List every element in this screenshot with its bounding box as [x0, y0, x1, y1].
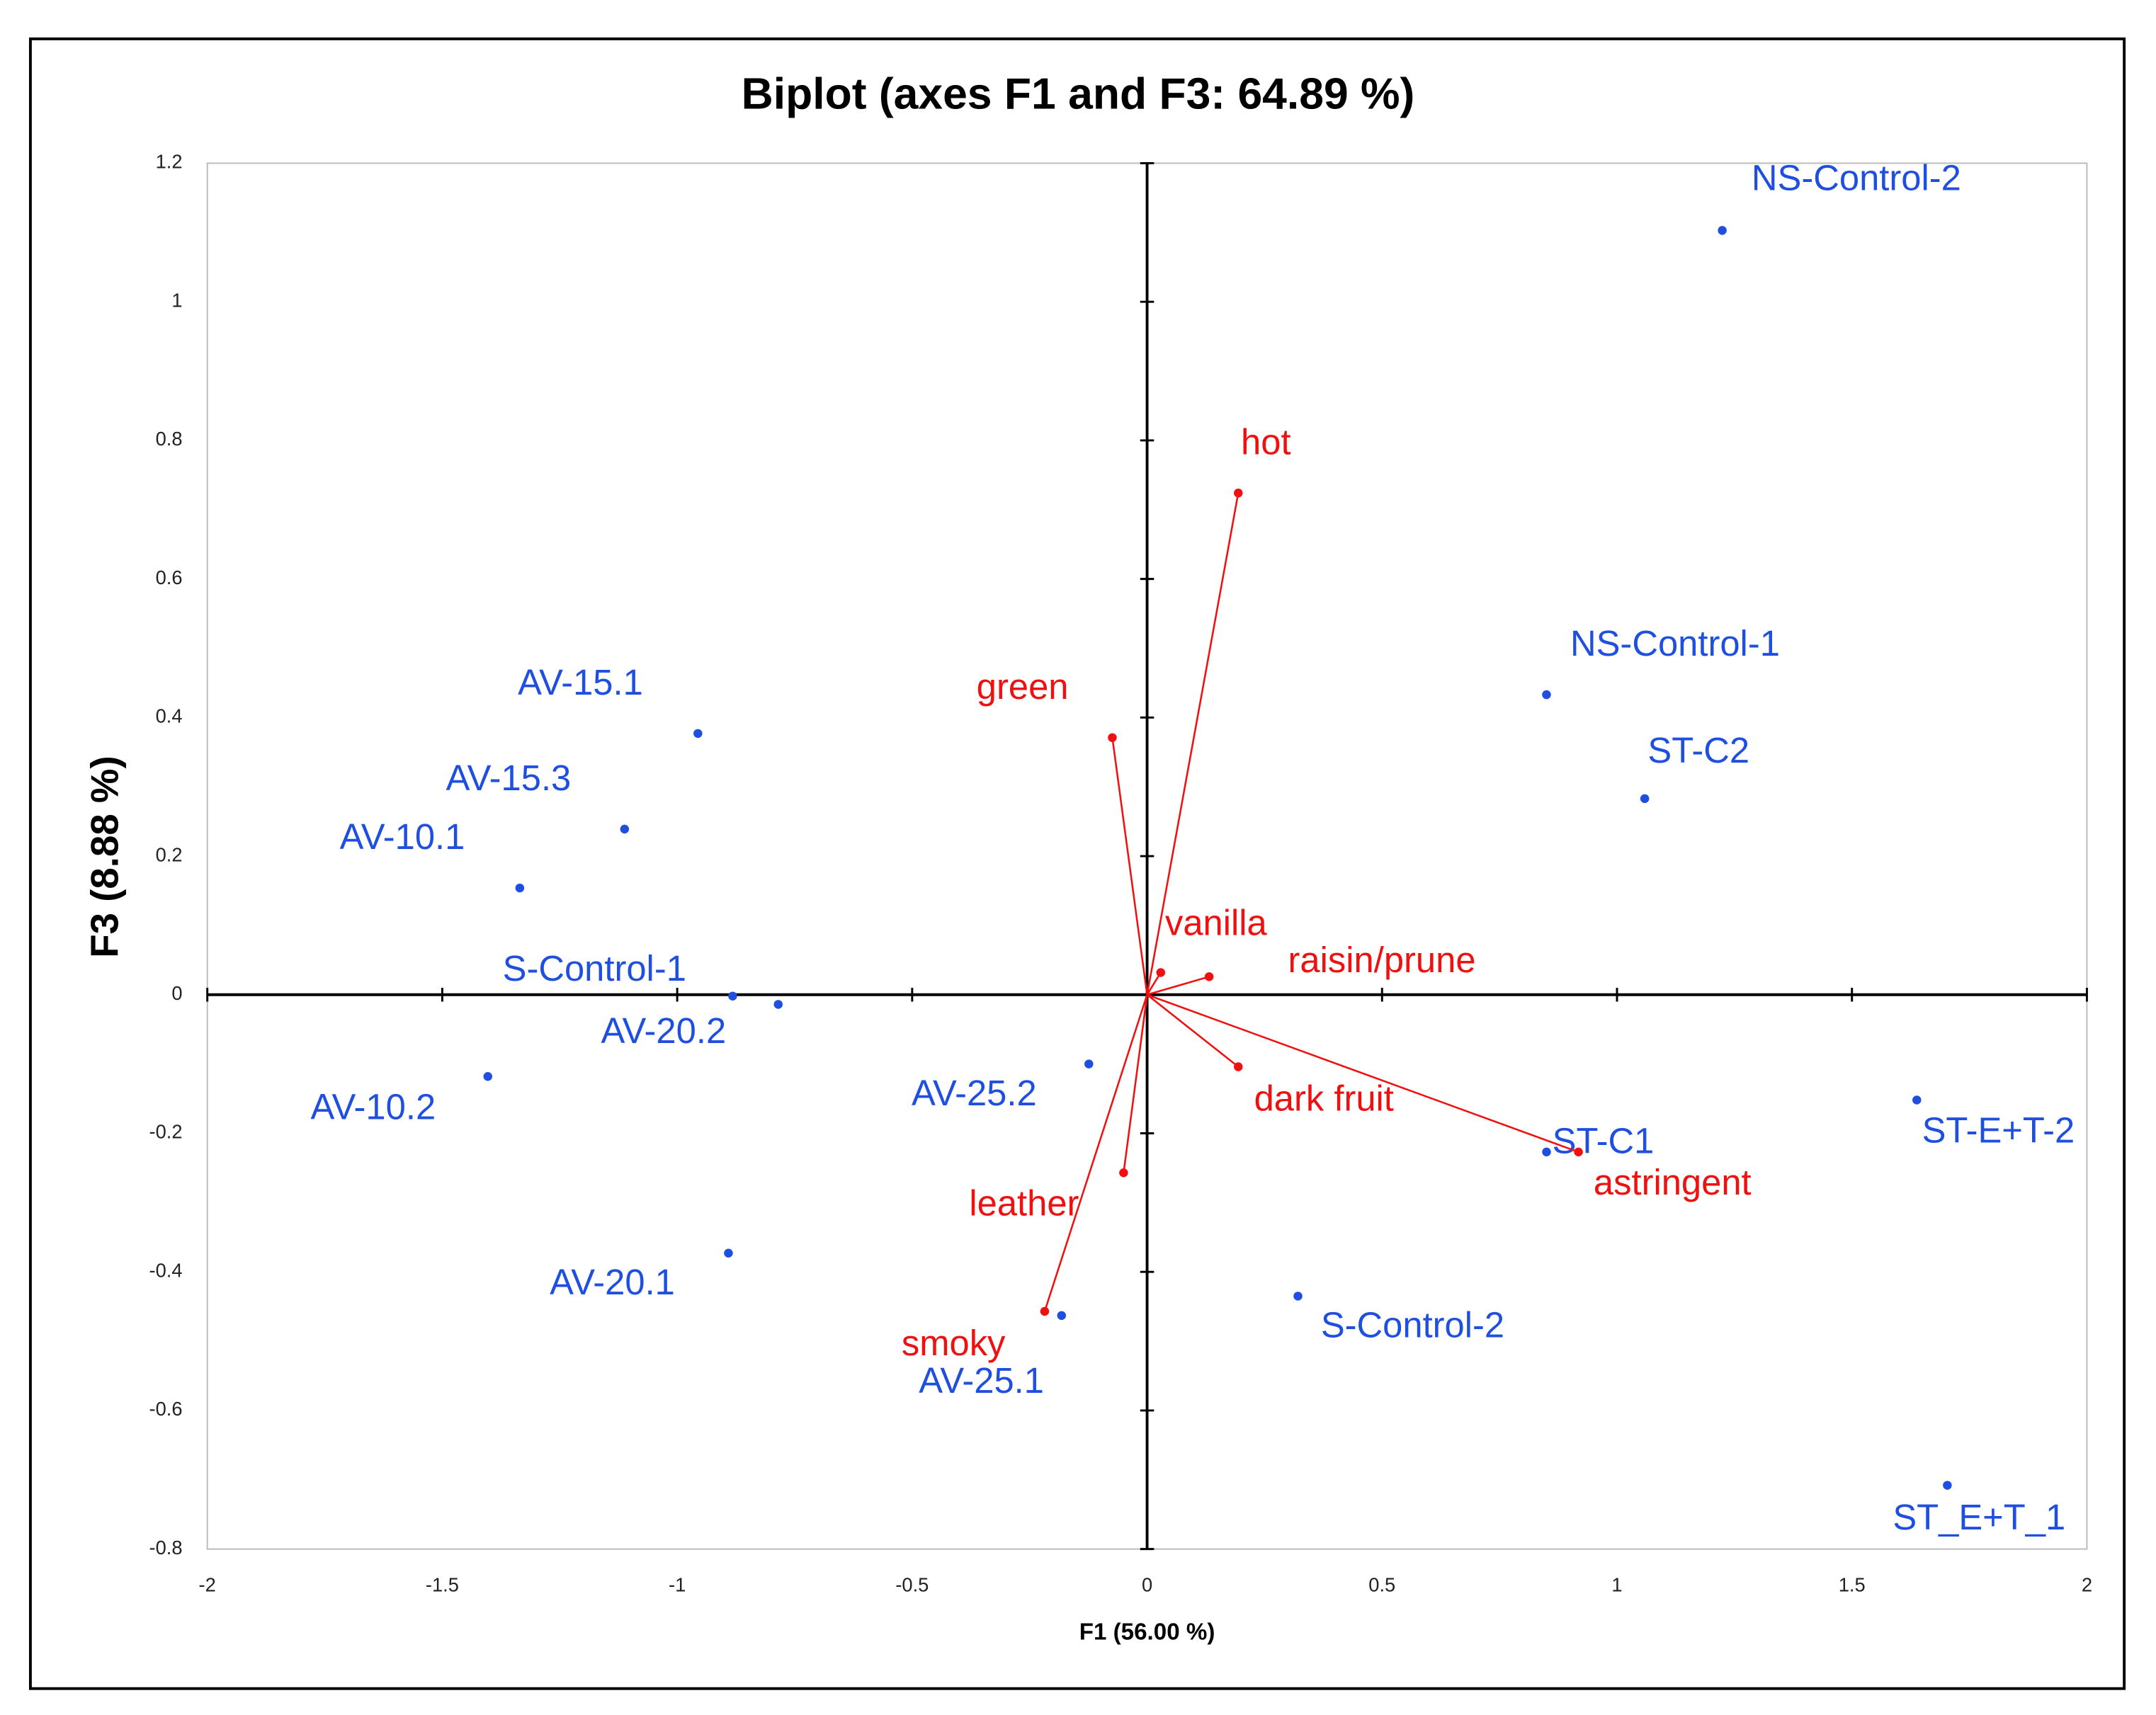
y-tick-label: -0.4: [149, 1259, 183, 1281]
loading-vector: [1111, 737, 1148, 995]
chart-border: [28, 37, 2126, 1690]
loading-vector: [1147, 993, 1579, 1153]
point: [1108, 733, 1117, 742]
point: [693, 729, 703, 739]
x-tick-label: -1: [669, 1574, 686, 1596]
y-tick-label: -0.6: [149, 1398, 183, 1420]
point: [1542, 690, 1551, 700]
loading-vector: [1147, 976, 1210, 996]
point: [1234, 489, 1243, 498]
y-tick-label: -0.2: [149, 1121, 183, 1143]
y-tick-label: 0.6: [156, 566, 183, 588]
point: [1718, 226, 1727, 235]
y-tick-label: 1: [171, 289, 182, 311]
point: [773, 1000, 783, 1009]
point: [1156, 968, 1166, 977]
point-label: NS-Control-1: [1570, 623, 1780, 663]
point-label: hot: [1241, 421, 1291, 462]
x-tick-label: 1: [1611, 1574, 1622, 1596]
point-label: ST_E+T_1: [1893, 1497, 2065, 1537]
point-label: AV-15.3: [446, 758, 572, 798]
point: [1943, 1481, 1952, 1490]
point: [1912, 1095, 1922, 1105]
y-tick-label: 0: [171, 982, 182, 1004]
point-label: AV-20.1: [550, 1262, 675, 1302]
x-tick-label: -1.5: [426, 1574, 459, 1596]
point: [724, 1248, 733, 1258]
point-label: AV-10.2: [310, 1086, 436, 1127]
point: [1234, 1062, 1243, 1071]
x-tick-label: -2: [199, 1574, 216, 1596]
x-tick-label: -0.5: [895, 1574, 929, 1596]
point: [1084, 1059, 1094, 1069]
point: [1574, 1147, 1583, 1157]
x-tick-label: 0: [1142, 1574, 1152, 1596]
x-tick-label: 1.5: [1839, 1574, 1866, 1596]
point: [620, 824, 630, 834]
point: [1204, 972, 1214, 981]
point-label: leather: [969, 1183, 1079, 1223]
point-label: raisin/prune: [1288, 940, 1476, 980]
point-label: S-Control-2: [1321, 1305, 1504, 1345]
point-label: AV-25.1: [919, 1360, 1044, 1401]
point: [1293, 1292, 1303, 1301]
point-label: dark fruit: [1254, 1078, 1394, 1119]
point: [1119, 1168, 1128, 1178]
point: [1057, 1311, 1067, 1321]
point: [1040, 1306, 1050, 1316]
point-label: ST-C1: [1553, 1121, 1655, 1161]
x-tick-label: 0.5: [1368, 1574, 1395, 1596]
loading-vector: [1146, 493, 1239, 995]
loading-vector: [1043, 994, 1148, 1312]
point-label: AV-10.1: [340, 816, 465, 857]
y-tick-label: -0.8: [149, 1537, 183, 1559]
point: [1640, 794, 1650, 804]
point-label: smoky: [902, 1323, 1006, 1363]
x-tick-label: 2: [2082, 1574, 2092, 1596]
y-axis-label: F3 (8.88 %): [84, 756, 127, 957]
y-tick-label: 1.2: [156, 151, 183, 173]
x-axis-label: F1 (56.00 %): [1079, 1619, 1215, 1645]
point: [728, 991, 737, 1001]
loading-vector: [1123, 994, 1148, 1173]
loading-vector: [1146, 993, 1239, 1068]
y-tick-label: 0.4: [156, 705, 183, 727]
point-label: AV-25.2: [912, 1073, 1037, 1113]
point: [483, 1071, 493, 1081]
point-label: NS-Control-2: [1752, 158, 1961, 198]
point-label: vanilla: [1165, 903, 1268, 943]
chart-title: Biplot (axes F1 and F3: 64.89 %): [742, 69, 1415, 118]
point-label: astringent: [1594, 1162, 1752, 1202]
point-label: AV-20.2: [601, 1010, 726, 1051]
point-label: S-Control-1: [503, 948, 686, 988]
y-tick-label: 0.2: [156, 843, 183, 865]
point-label: green: [977, 666, 1069, 707]
point: [515, 883, 525, 893]
point-label: AV-15.1: [518, 662, 643, 702]
point: [1542, 1147, 1551, 1157]
y-tick-label: 0.8: [156, 428, 183, 450]
point-label: ST-C2: [1647, 730, 1749, 770]
point-label: ST-E+T-2: [1922, 1110, 2075, 1151]
